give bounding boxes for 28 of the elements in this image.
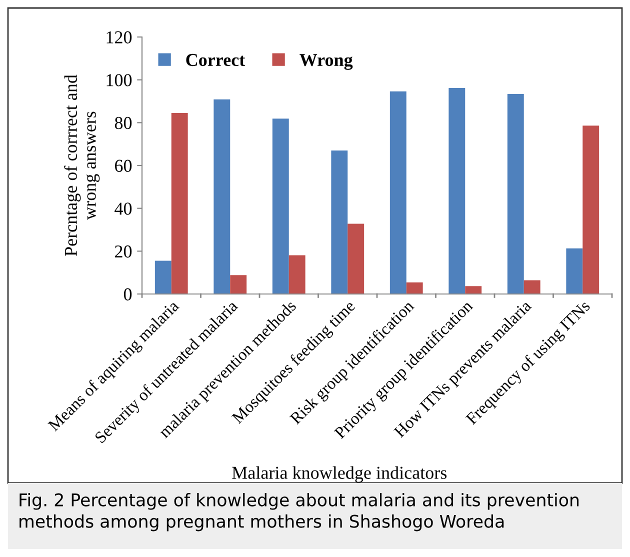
y-tick-label: 100 xyxy=(106,74,132,86)
bar xyxy=(507,94,524,294)
bar xyxy=(331,150,348,294)
caption: Fig. 2 Percentage of knowledge about malaria and its prevention methods among pregnant mothers in Shashogo Woreda xyxy=(20,493,579,532)
y-tick-label: 120 xyxy=(106,31,132,44)
y-axis-title: Percntage of corrrect and wrong answers xyxy=(64,74,100,256)
y-tick-label: 0 xyxy=(124,288,132,300)
y-tick-label: 40 xyxy=(114,202,132,215)
bar xyxy=(566,248,583,294)
bar xyxy=(448,88,466,294)
bar xyxy=(214,99,230,294)
bar xyxy=(390,91,406,294)
bar xyxy=(154,260,172,294)
bar xyxy=(406,282,423,294)
bar xyxy=(524,280,540,294)
x-axis-title: Malaria knowledge indicators xyxy=(232,466,447,483)
y-tick-label: 20 xyxy=(115,245,132,258)
legend-label: Wrong xyxy=(300,54,353,70)
bar xyxy=(465,286,482,294)
bar xyxy=(288,255,306,294)
bar xyxy=(272,118,289,294)
bar xyxy=(230,275,247,294)
y-tick-label: 80 xyxy=(114,116,132,130)
y-tick-label: 60 xyxy=(115,160,132,172)
legend-label: Correct xyxy=(186,54,246,66)
bar xyxy=(171,113,188,294)
bar xyxy=(582,126,600,294)
bar xyxy=(348,224,364,294)
